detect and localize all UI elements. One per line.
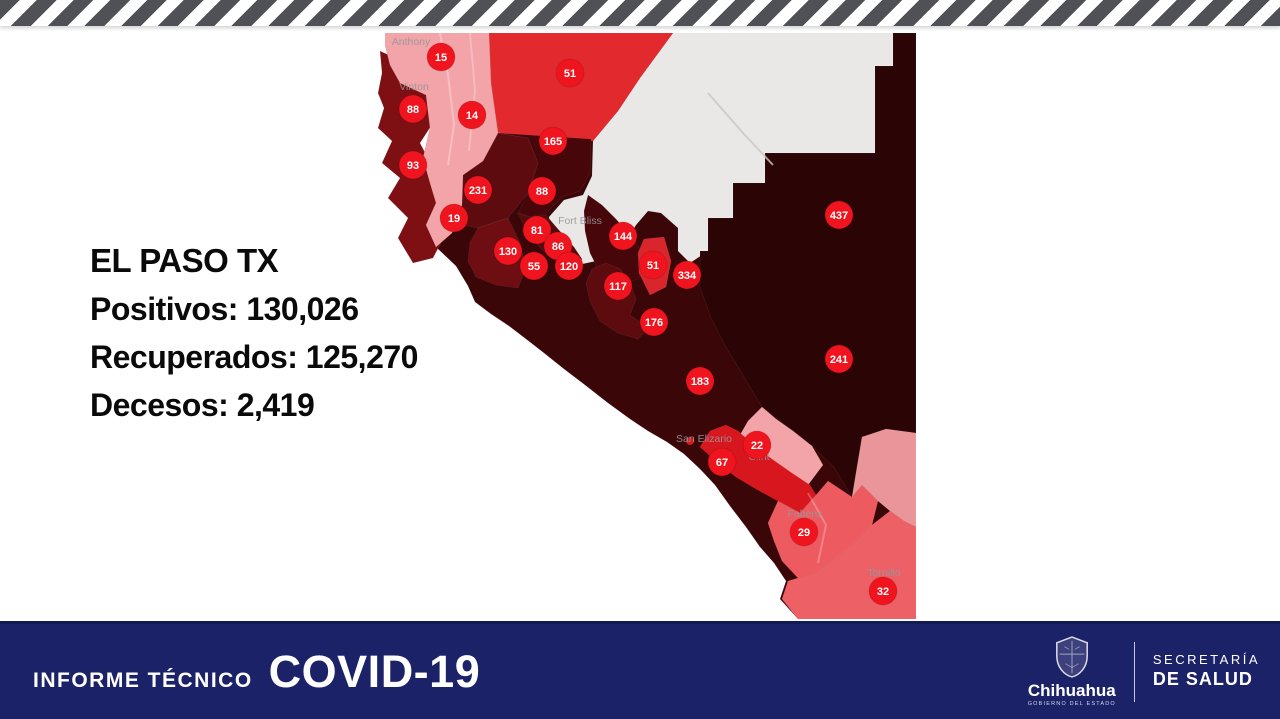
stat-positivos: Positivos: 130,026	[90, 291, 359, 327]
map-region-upper-valley-pink	[384, 33, 499, 248]
case-count-value: 93	[407, 160, 419, 172]
case-count-marker	[685, 366, 715, 396]
case-count-value: 88	[407, 104, 419, 116]
case-count-marker	[463, 175, 493, 205]
footer-bar: INFORME TÉCNICO COVID-19 Chihuahua GOBIE…	[0, 621, 1280, 719]
footer-logo-group: Chihuahua GOBIERNO DEL ESTADO SECRETARÍA…	[1028, 635, 1260, 708]
map-road-line	[468, 33, 477, 152]
secretaria-line2: DE SALUD	[1152, 669, 1253, 690]
secretaria-block: SECRETARÍA DE SALUD	[1153, 652, 1260, 691]
map-road-line	[807, 492, 828, 564]
case-count-marker	[824, 344, 854, 374]
case-count-value: 130	[499, 246, 517, 258]
stat-decesos: Decesos: 2,419	[90, 387, 315, 423]
map-river-dot	[686, 437, 694, 445]
case-count-marker	[639, 307, 669, 337]
map-place-label: Fabens	[787, 508, 822, 520]
case-count-marker	[638, 250, 668, 280]
case-count-marker	[608, 221, 638, 251]
case-count-value: 32	[877, 586, 889, 598]
case-count-value: 55	[528, 261, 540, 273]
case-count-value: 437	[830, 210, 848, 222]
case-count-value: 183	[691, 376, 709, 388]
covid19-title: COVID-19	[268, 645, 481, 697]
case-count-value: 334	[678, 270, 697, 282]
case-count-value: 86	[552, 241, 564, 253]
case-count-value: 231	[469, 185, 487, 197]
case-count-value: 81	[531, 225, 543, 237]
map-region-zip-165	[497, 132, 592, 218]
case-count-value: 51	[647, 260, 659, 272]
footer-divider	[1133, 641, 1135, 702]
case-count-marker	[493, 236, 523, 266]
case-count-value: 22	[751, 440, 763, 452]
case-count-value: 120	[560, 261, 578, 273]
case-count-marker	[555, 58, 585, 88]
case-count-marker	[522, 215, 552, 245]
case-count-value: 88	[536, 186, 548, 198]
case-count-marker	[789, 517, 819, 547]
case-count-marker	[527, 176, 557, 206]
case-count-value: 29	[798, 527, 810, 539]
case-count-value: 51	[564, 68, 576, 80]
case-count-marker	[426, 42, 456, 72]
case-count-marker	[824, 200, 854, 230]
case-count-marker	[538, 126, 568, 156]
map-road-line	[707, 92, 774, 166]
case-count-marker	[439, 203, 469, 233]
map-place-label: Fort Bliss	[558, 215, 602, 227]
case-count-marker	[554, 251, 584, 281]
stat-recuperados: Recuperados: 125,270	[90, 339, 418, 375]
map-place-label: San Elizario	[676, 433, 732, 445]
case-count-marker	[672, 260, 702, 290]
case-count-value: 15	[435, 52, 447, 64]
logo-subtitle: GOBIERNO DEL ESTADO	[1027, 701, 1116, 708]
stats-title: EL PASO TX	[90, 242, 279, 279]
case-count-value: 67	[716, 457, 728, 469]
case-count-marker	[398, 150, 428, 180]
case-count-marker	[603, 271, 633, 301]
informe-tecnico-label: INFORME TÉCNICO	[33, 668, 253, 692]
case-count-value: 19	[448, 213, 460, 225]
case-count-marker	[707, 447, 737, 477]
shield-icon	[1055, 636, 1088, 678]
footer-title-group: INFORME TÉCNICO COVID-19	[33, 646, 480, 698]
stats-panel: EL PASO TX Positivos: 130,026 Recuperado…	[90, 237, 418, 429]
case-count-marker	[519, 251, 549, 281]
hazard-stripe-banner	[0, 0, 1280, 26]
case-count-value: 14	[466, 110, 479, 122]
case-count-value: 176	[645, 317, 663, 329]
case-count-value: 165	[544, 136, 562, 148]
case-count-marker	[742, 430, 772, 460]
map-place-label: Anthony	[392, 36, 431, 48]
secretaria-line1: SECRETARÍA	[1152, 652, 1260, 668]
case-count-marker	[398, 94, 428, 124]
map-region-east-dark-mass	[699, 33, 916, 499]
logo-name: Chihuahua	[1027, 681, 1116, 701]
map-place-label: Vinton	[399, 81, 429, 93]
case-count-value: 117	[609, 281, 627, 293]
case-count-marker	[457, 100, 487, 130]
case-count-value: 144	[614, 231, 633, 243]
map-place-label: Tornillo	[867, 567, 900, 579]
chihuahua-logo: Chihuahua GOBIERNO DEL ESTADO	[1028, 635, 1116, 708]
case-count-value: 241	[830, 354, 848, 366]
case-count-marker	[868, 576, 898, 606]
